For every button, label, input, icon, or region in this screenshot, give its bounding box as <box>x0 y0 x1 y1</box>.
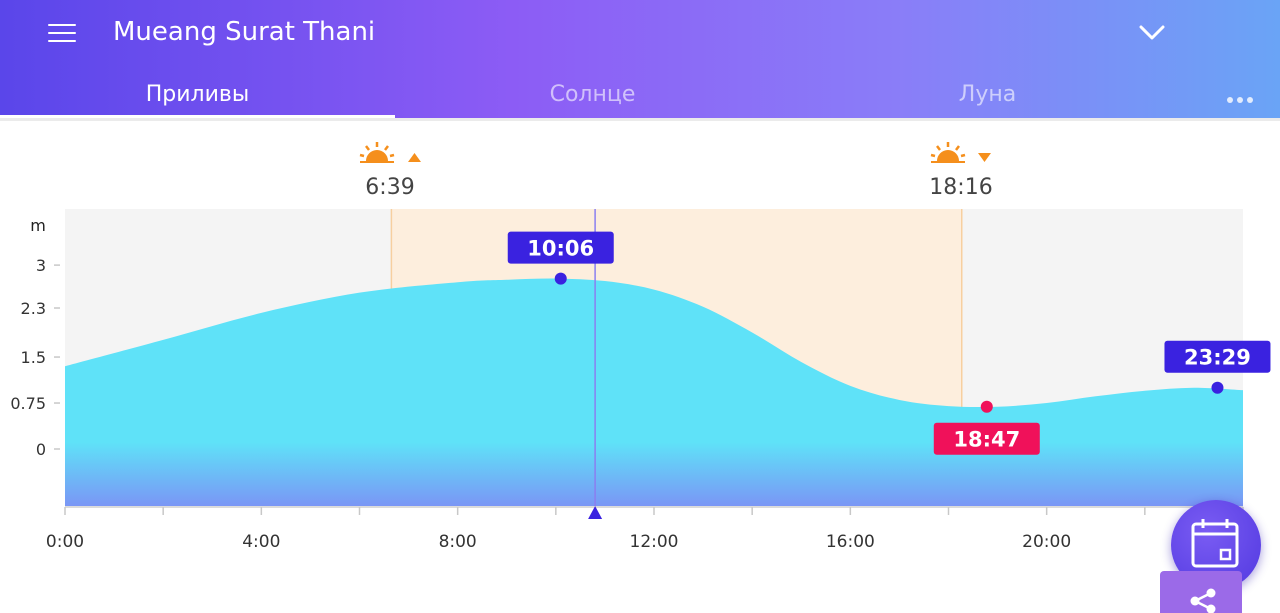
current-time-marker[interactable] <box>588 506 603 519</box>
low-tide-label-box <box>933 422 1040 455</box>
y-tick-label: 0.75 <box>10 394 46 413</box>
high-tide-time: 10:06 <box>527 237 594 261</box>
arrow-down-icon <box>978 153 991 162</box>
x-tick-label: 20:00 <box>1022 532 1071 552</box>
arrow-up-icon <box>408 153 421 162</box>
x-tick-label: 4:00 <box>242 532 280 552</box>
y-axis-unit: m <box>30 216 46 235</box>
app-header: Mueang Surat Thani Приливы Солнце Луна <box>0 0 1280 119</box>
active-tab-indicator <box>0 115 395 119</box>
tide-extremes: 10:06 18:47 23:29 <box>507 231 1271 455</box>
high-tide-label-box <box>1164 340 1271 373</box>
y-tick-label: 0 <box>36 440 46 459</box>
sunset-time: 18:16 <box>929 175 992 200</box>
header-divider <box>0 118 1280 121</box>
y-tick-label: 2.3 <box>21 299 46 318</box>
share-button[interactable] <box>1160 571 1242 613</box>
y-tick-label: 1.5 <box>21 348 46 367</box>
y-tick-label: 3 <box>36 256 46 275</box>
hamburger-menu-icon[interactable] <box>46 20 80 46</box>
tab-moon[interactable]: Луна <box>958 82 1017 107</box>
share-icon <box>1190 588 1216 613</box>
tab-tides[interactable]: Приливы <box>145 82 250 107</box>
high-tide-label-box <box>507 231 614 264</box>
tab-sun[interactable]: Солнце <box>549 82 636 107</box>
x-tick-label: 0:00 <box>46 532 84 552</box>
calendar-icon <box>1191 519 1239 568</box>
tide-chart: 6:39 18:16 m 3 2.3 1.5 0.75 0 0:00 4:00 8:00 12… <box>10 142 1271 552</box>
x-tick-label: 16:00 <box>826 532 875 552</box>
low-tide-time: 18:47 <box>953 428 1020 452</box>
x-tick-label: 12:00 <box>630 532 679 552</box>
high-tide-point[interactable] <box>554 272 567 285</box>
sunrise-time: 6:39 <box>365 175 414 200</box>
more-horizontal-icon[interactable] <box>1222 92 1258 108</box>
low-tide-point[interactable] <box>980 400 993 413</box>
location-title: Mueang Surat Thani <box>113 17 376 47</box>
high-tide-time: 23:29 <box>1184 346 1251 370</box>
high-tide-point[interactable] <box>1211 381 1224 394</box>
y-axis: 3 2.3 1.5 0.75 0 <box>10 256 60 459</box>
chevron-down-icon[interactable] <box>1136 18 1168 46</box>
x-axis: 0:00 4:00 8:00 12:00 16:00 20:00 <box>46 507 1244 552</box>
sunset-icon <box>930 142 966 163</box>
sunrise-icon <box>359 142 395 163</box>
x-tick-label: 8:00 <box>439 532 477 552</box>
